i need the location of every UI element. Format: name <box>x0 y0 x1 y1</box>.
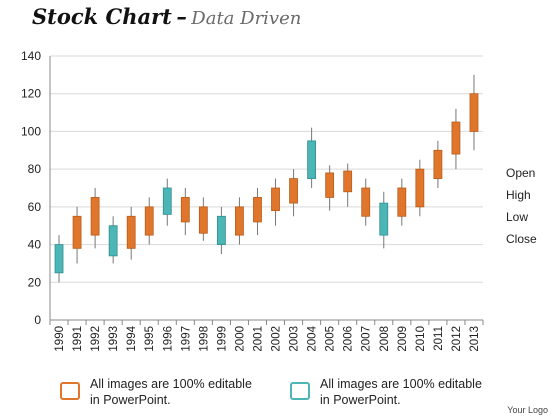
page-subtitle: Data Driven <box>191 8 302 29</box>
x-tick-label: 2000 <box>234 326 246 352</box>
candle-body <box>343 170 353 193</box>
candle-body <box>162 187 172 215</box>
note-line: All images are 100% editable <box>90 377 252 391</box>
x-tick-label: 1995 <box>144 326 156 352</box>
y-tick-label: 40 <box>28 238 42 252</box>
x-tick-label: 2013 <box>469 326 481 352</box>
x-tick-label: 2009 <box>397 326 409 352</box>
y-tick-label: 140 <box>21 49 41 63</box>
x-tick-label: 2008 <box>379 326 391 352</box>
candle-body <box>108 225 118 257</box>
y-tick-label: 60 <box>28 200 42 214</box>
legend-low: Low <box>506 210 529 224</box>
x-tick-label: 1993 <box>108 326 120 352</box>
candle-body <box>307 140 317 179</box>
candle-body <box>397 187 407 217</box>
candle-body <box>433 149 443 179</box>
x-tick-label: 2012 <box>451 326 463 352</box>
candle-body <box>253 197 262 223</box>
note-text: All images are 100% editable in PowerPoi… <box>90 376 252 408</box>
x-tick-label: 2006 <box>343 326 355 352</box>
x-tick-label: 1992 <box>90 326 102 352</box>
ohlc-legend: Open High Low Close <box>506 162 537 250</box>
x-tick-label: 2002 <box>271 326 283 352</box>
x-tick-label: 1996 <box>162 326 174 352</box>
legend-open: Open <box>506 166 536 180</box>
candle-body <box>469 93 479 132</box>
candle-body <box>289 178 298 204</box>
candle-body <box>90 197 100 236</box>
y-tick-label: 0 <box>34 313 41 327</box>
x-tick-label: 1994 <box>126 325 138 351</box>
note-line: All images are 100% editable <box>320 377 482 391</box>
y-tick-label: 20 <box>28 275 42 289</box>
y-tick-label: 100 <box>21 124 41 138</box>
note-orange: All images are 100% editable in PowerPoi… <box>60 376 252 408</box>
teal-swatch-icon <box>290 382 310 400</box>
stock-chart: 0 20 40 60 80 100 120 140 1990 1991 1992 1993 1994 19… <box>21 49 484 352</box>
candle-body <box>271 187 280 212</box>
x-tick-label: 2010 <box>415 326 427 352</box>
note-text: All images are 100% editable in PowerPoi… <box>320 376 482 408</box>
page-title: Stock Chart <box>32 4 172 29</box>
candle-body <box>325 172 335 198</box>
note-teal: All images are 100% editable in PowerPoi… <box>290 376 482 408</box>
x-tick-label: 1997 <box>180 326 192 352</box>
title-bar: Stock Chart – Data Driven <box>32 4 301 38</box>
x-tick-label: 2003 <box>289 326 301 352</box>
candle-body <box>415 168 425 208</box>
x-tick-label: 1999 <box>216 326 228 352</box>
candle-body <box>144 206 154 236</box>
candle-body <box>379 202 389 236</box>
y-tick-label: 80 <box>28 162 42 176</box>
candle-body <box>361 187 371 217</box>
x-tick-label: 2001 <box>252 326 264 352</box>
candle-body <box>198 206 208 234</box>
candle-body <box>126 215 136 249</box>
note-line: in PowerPoint. <box>320 393 401 407</box>
title-dash: – <box>176 4 187 29</box>
legend-high: High <box>506 188 531 202</box>
candle-body <box>451 121 461 155</box>
candle-body <box>180 197 190 223</box>
candle-body <box>54 244 64 274</box>
x-tick-label: 2004 <box>307 325 319 351</box>
x-tick-label: 1990 <box>54 326 66 352</box>
x-tick-label: 1991 <box>72 326 84 352</box>
x-tick-label: 2005 <box>325 326 337 352</box>
candle-body <box>72 215 82 249</box>
candle-body <box>235 206 244 236</box>
x-tick-label: 2011 <box>433 326 445 351</box>
note-line: in PowerPoint. <box>90 393 171 407</box>
legend-close: Close <box>506 232 537 246</box>
candle-body <box>216 215 226 245</box>
x-tick-label: 1998 <box>198 326 210 352</box>
logo: Your Logo <box>507 405 548 415</box>
orange-swatch-icon <box>60 382 80 400</box>
x-tick-label: 2007 <box>361 326 373 352</box>
y-tick-label: 120 <box>21 87 41 101</box>
